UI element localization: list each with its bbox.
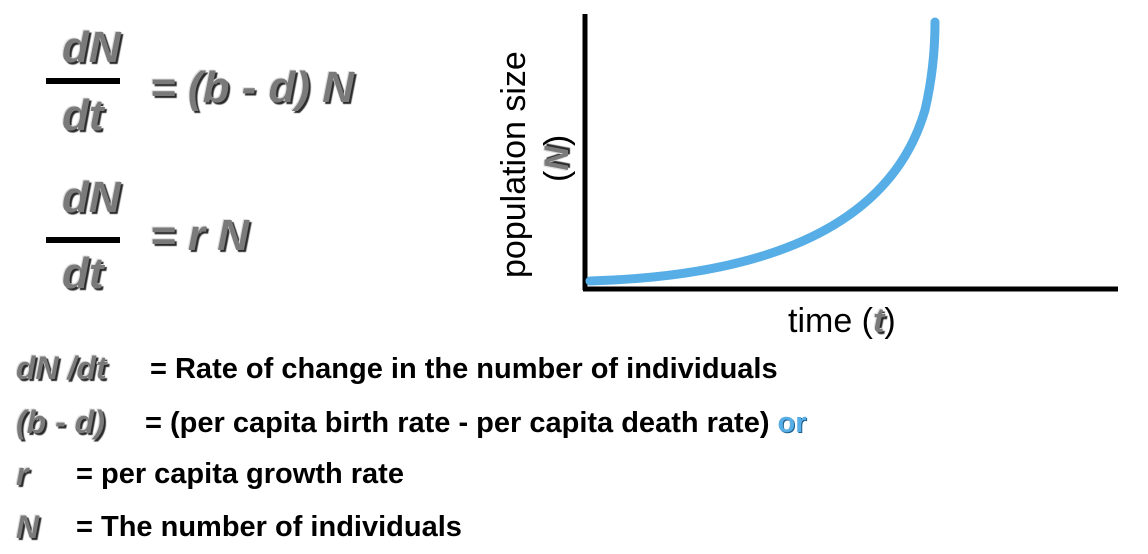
eq1-numerator: dN: [62, 23, 121, 72]
eq2-fraction-bar: [46, 237, 120, 243]
eq2-rhs: = r N: [150, 211, 250, 260]
definition-text-b-minus-d-body: = (per capita birth rate - per capita de…: [145, 407, 770, 439]
definition-term-b-minus-d: (b - d): [16, 404, 105, 440]
exponential-growth-curve: [585, 17, 940, 286]
x-axis-symbol: t: [873, 302, 885, 340]
y-axis-label: population size: [495, 51, 534, 278]
definition-text-r: = per capita growth rate: [76, 458, 404, 490]
y-axis-label-symbol-group: (N): [538, 134, 576, 182]
eq1-fraction-bar: [46, 78, 120, 84]
eq2-denominator: dt: [62, 249, 104, 298]
definition-text-b-minus-d: = (per capita birth rate - per capita de…: [145, 406, 807, 440]
definition-term-dndt: dN /dt: [16, 350, 107, 386]
definition-text-n: = The number of individuals: [76, 511, 462, 543]
y-axis-symbol: N: [538, 146, 576, 171]
eq2-numerator: dN: [62, 173, 121, 222]
definition-term-r: r: [16, 456, 29, 492]
x-axis-label: time (t): [788, 302, 896, 340]
or-word: or: [777, 407, 807, 439]
x-axis-label-text: time: [788, 302, 853, 340]
definition-text-dndt: = Rate of change in the number of indivi…: [150, 353, 778, 385]
definition-term-n: N: [16, 509, 40, 545]
eq1-rhs: = (b - d) N: [150, 63, 355, 112]
eq1-denominator: dt: [62, 91, 104, 140]
growth-graph: [582, 14, 1118, 292]
y-axis-label-text: population size: [495, 51, 533, 278]
